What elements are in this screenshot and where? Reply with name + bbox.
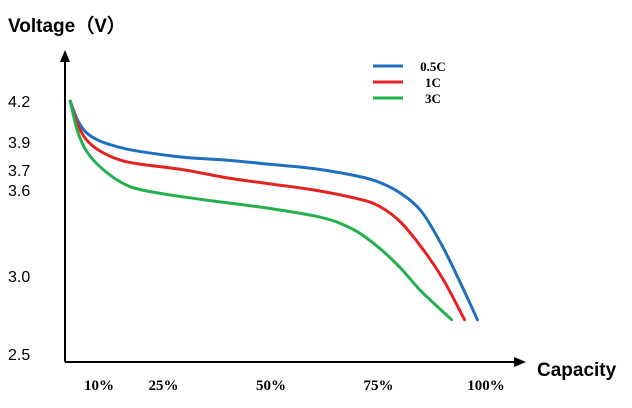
x-tick-label: 100% (467, 378, 505, 394)
series-line (68, 99, 479, 322)
legend-label: 1C (425, 75, 441, 90)
y-tick-label: 3.7 (8, 163, 30, 180)
y-tick-labels: 4.2 3.9 3.7 3.6 3.0 2.5 (8, 94, 30, 364)
x-tick-label: 50% (256, 378, 286, 394)
legend-label: 0.5C (420, 59, 446, 74)
series-line (68, 99, 466, 322)
x-tick-label: 10% (84, 378, 114, 394)
x-tick-labels: 10% 25% 50% 75% 100% (84, 378, 505, 394)
x-tick-label: 75% (364, 378, 394, 394)
x-axis-arrow-icon (514, 357, 526, 367)
y-axis-title: Voltage（V） (8, 14, 126, 37)
y-tick-label: 2.5 (8, 347, 30, 364)
y-tick-label: 3.9 (8, 135, 30, 152)
series-lines (68, 99, 479, 322)
legend-label: 3C (425, 91, 441, 106)
y-tick-label: 3.0 (8, 269, 30, 286)
y-axis-arrow-icon (60, 50, 70, 62)
x-axis-title: Capacity (537, 360, 617, 381)
y-tick-label: 3.6 (8, 183, 30, 200)
y-tick-label: 4.2 (8, 94, 30, 111)
series-line (68, 99, 454, 322)
x-tick-label: 25% (149, 378, 179, 394)
